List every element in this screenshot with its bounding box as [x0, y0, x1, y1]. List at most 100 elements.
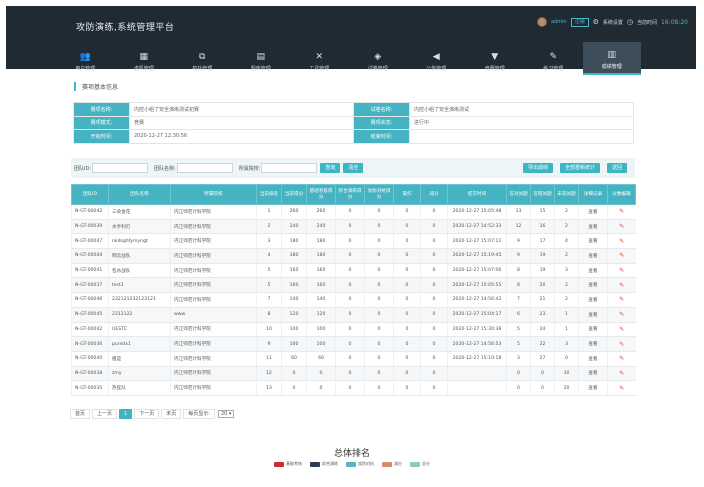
view-detail-link[interactable]: 查看: [588, 268, 598, 274]
pencil-icon[interactable]: ✎: [619, 281, 625, 289]
first-page-button[interactable]: 首页: [70, 409, 91, 419]
column-header[interactable]: 未答试题: [554, 184, 579, 205]
column-header[interactable]: 团队名称: [108, 184, 171, 205]
team-name-input[interactable]: [176, 163, 233, 173]
table-cell: 15: [530, 204, 555, 220]
nav-item-announce[interactable]: ◀ 公告管理: [407, 42, 466, 75]
team-name-label: 团队名称:: [154, 165, 176, 172]
rescore-button[interactable]: 全部重新统计: [559, 163, 600, 173]
pencil-icon[interactable]: ✎: [619, 223, 625, 231]
back-button[interactable]: 返回: [606, 163, 627, 173]
column-header[interactable]: 当前排名: [256, 184, 282, 205]
column-header[interactable]: 详细记录: [578, 184, 608, 205]
nav-item-paper[interactable]: ◈ 试卷管理: [349, 42, 408, 75]
legend-item[interactable]: 基础考核: [274, 461, 302, 467]
table-cell: 内江师范计科学院: [170, 204, 257, 220]
view-detail-link[interactable]: 查看: [588, 371, 598, 377]
view-detail-link[interactable]: 查看: [588, 342, 598, 348]
current-time: 16:08:20: [661, 18, 688, 26]
legend-swatch: [410, 461, 420, 467]
table-cell: 0: [335, 219, 365, 235]
per-page-select[interactable]: 20 ▾: [217, 410, 235, 418]
view-detail-link[interactable]: 查看: [588, 224, 598, 230]
view-detail-link[interactable]: 查看: [588, 327, 598, 333]
pencil-icon[interactable]: ✎: [619, 208, 625, 216]
pencil-icon[interactable]: ✎: [619, 340, 625, 348]
legend-item[interactable]: 综合演练: [310, 461, 338, 467]
table-cell: 11: [256, 351, 282, 367]
school-input[interactable]: [261, 163, 318, 173]
column-header[interactable]: 当前得分: [281, 184, 307, 205]
column-header[interactable]: 操作: [393, 184, 421, 205]
nav-item-question-bank[interactable]: ▤ 题库管理: [232, 42, 291, 75]
topology-icon: ⧉: [199, 52, 206, 62]
column-header[interactable]: 答错试题: [530, 184, 555, 205]
next-page-button[interactable]: 下一页: [134, 409, 160, 419]
pencil-icon[interactable]: ✎: [619, 369, 625, 377]
pencil-icon[interactable]: ✎: [619, 237, 625, 245]
pencil-icon[interactable]: ✎: [619, 384, 625, 392]
table-cell: 0: [420, 204, 448, 220]
view-detail-link[interactable]: 查看: [588, 239, 598, 245]
table-cell: 3: [554, 263, 579, 279]
view-detail-link[interactable]: 查看: [588, 253, 598, 259]
view-detail-link[interactable]: 查看: [588, 209, 598, 215]
nav-item-tools[interactable]: ✕ 工具管理: [290, 42, 349, 75]
column-header[interactable]: 所属院校: [170, 184, 257, 205]
logout-button[interactable]: 注销: [570, 17, 589, 27]
page-1-button[interactable]: 1: [119, 409, 133, 419]
last-page-button[interactable]: 末页: [161, 409, 182, 419]
column-header[interactable]: 团队ID: [71, 184, 109, 205]
view-detail-link[interactable]: 查看: [588, 386, 598, 392]
table-cell: 内江师范计科学院: [170, 351, 257, 367]
nav-item-trophy[interactable]: ▼ 竞赛管理: [466, 42, 525, 75]
nav-item-score[interactable]: ▥ 成绩管理: [582, 42, 641, 75]
nav-item-vm[interactable]: ▦ 虚机管理: [115, 42, 174, 75]
table-cell: 12: [256, 366, 282, 382]
nav-item-topology[interactable]: ⧉ 拓扑管理: [173, 42, 232, 75]
username[interactable]: admin: [550, 19, 567, 25]
pencil-icon[interactable]: ✎: [619, 267, 625, 275]
table-cell: 1: [256, 204, 282, 220]
table-cell: 0: [364, 219, 394, 235]
column-header[interactable]: 综合演练得分: [335, 184, 365, 205]
table-cell: 260: [306, 204, 336, 220]
table-cell: 2020-12-27 15:05:55: [447, 277, 507, 294]
table-cell: 0: [335, 277, 365, 294]
search-button[interactable]: 查询: [320, 163, 341, 173]
column-header[interactable]: 提交时间: [447, 184, 507, 205]
export-button[interactable]: 导出成绩: [522, 163, 553, 173]
table-cell: 2: [554, 292, 579, 308]
table-cell: 180: [281, 233, 307, 250]
view-detail-link[interactable]: 查看: [588, 283, 598, 289]
column-header[interactable]: 分数编辑: [607, 184, 636, 205]
pencil-icon[interactable]: ✎: [619, 311, 625, 319]
nav-item-practice[interactable]: ✎ 练习管理: [524, 42, 583, 75]
legend-item[interactable]: 总分: [410, 461, 430, 467]
legend-item[interactable]: 攻防对抗: [346, 461, 374, 467]
prev-page-button[interactable]: 上一页: [92, 409, 118, 419]
trophy-icon: ▼: [491, 52, 499, 62]
nav-item-users[interactable]: 👥 用户管理: [56, 42, 115, 75]
column-header[interactable]: 减分: [420, 184, 448, 205]
table-cell: 0: [364, 366, 394, 382]
column-header[interactable]: 基础考核得分: [306, 184, 336, 205]
table-cell: 160: [281, 277, 307, 294]
table-row: N-GT-00038 zmy 内江师范计科学院 12 0 0 0 0 0 0 0 0 30 查看 ✎: [71, 366, 636, 382]
view-detail-link[interactable]: 查看: [588, 297, 598, 303]
column-header[interactable]: 答对试题: [506, 184, 531, 205]
legend-item[interactable]: 减分: [382, 461, 402, 467]
column-header[interactable]: 攻防对抗得分: [364, 184, 394, 205]
reset-button[interactable]: 清空: [343, 163, 364, 173]
table-cell: 2: [554, 248, 579, 264]
settings-link[interactable]: 系统设置: [602, 19, 623, 26]
table-cell: 5: [256, 263, 282, 279]
pencil-icon[interactable]: ✎: [619, 355, 625, 363]
pencil-icon[interactable]: ✎: [619, 252, 625, 260]
pencil-icon[interactable]: ✎: [619, 325, 625, 333]
view-detail-link[interactable]: 查看: [588, 312, 598, 318]
view-detail-link[interactable]: 查看: [588, 356, 598, 362]
team-id-input[interactable]: [92, 163, 149, 173]
table-cell: 0: [393, 292, 421, 308]
pencil-icon[interactable]: ✎: [619, 296, 625, 304]
